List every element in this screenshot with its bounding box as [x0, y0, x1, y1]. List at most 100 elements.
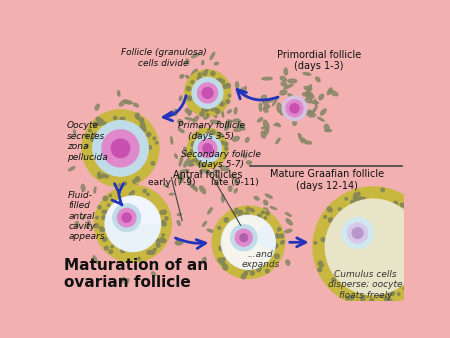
Circle shape [220, 261, 225, 265]
Circle shape [349, 295, 354, 300]
Ellipse shape [241, 124, 245, 130]
Ellipse shape [74, 130, 76, 135]
Circle shape [99, 227, 103, 230]
Circle shape [238, 215, 241, 217]
Circle shape [244, 271, 248, 275]
Circle shape [278, 227, 281, 231]
Wedge shape [223, 217, 272, 268]
Circle shape [220, 102, 223, 105]
Circle shape [202, 88, 213, 98]
Ellipse shape [306, 141, 311, 144]
Circle shape [207, 131, 211, 136]
Circle shape [138, 257, 140, 260]
Ellipse shape [335, 230, 339, 234]
Ellipse shape [82, 215, 86, 219]
Ellipse shape [86, 221, 90, 228]
Circle shape [122, 213, 131, 222]
Circle shape [218, 226, 220, 229]
Circle shape [156, 243, 160, 247]
Ellipse shape [304, 87, 312, 90]
Circle shape [320, 264, 323, 267]
Circle shape [318, 261, 323, 266]
Ellipse shape [81, 185, 85, 191]
Circle shape [105, 211, 108, 214]
Circle shape [290, 104, 299, 113]
Circle shape [219, 246, 223, 250]
Circle shape [158, 240, 160, 243]
Circle shape [282, 96, 307, 121]
Circle shape [217, 134, 219, 136]
Text: Mature Graafian follicle
(days 12-14): Mature Graafian follicle (days 12-14) [270, 169, 384, 191]
Circle shape [200, 112, 204, 116]
Circle shape [198, 73, 202, 76]
Ellipse shape [264, 200, 268, 205]
Ellipse shape [199, 125, 202, 130]
Ellipse shape [263, 101, 269, 107]
Ellipse shape [221, 111, 224, 117]
Ellipse shape [239, 88, 243, 93]
Circle shape [89, 129, 91, 132]
Ellipse shape [244, 86, 246, 94]
Text: Oocyte
secretes
zona
pellucida: Oocyte secretes zona pellucida [67, 121, 108, 162]
Ellipse shape [185, 108, 189, 112]
Ellipse shape [134, 103, 139, 107]
Ellipse shape [293, 120, 297, 125]
Circle shape [226, 83, 230, 88]
Circle shape [423, 262, 426, 265]
Ellipse shape [192, 53, 199, 58]
Ellipse shape [308, 111, 314, 114]
Ellipse shape [286, 219, 292, 225]
Circle shape [194, 135, 221, 162]
Ellipse shape [75, 221, 79, 227]
Circle shape [192, 160, 194, 162]
Ellipse shape [179, 96, 182, 100]
Ellipse shape [184, 147, 191, 153]
Ellipse shape [169, 193, 174, 195]
Circle shape [160, 238, 164, 242]
Circle shape [222, 258, 225, 261]
Circle shape [205, 70, 208, 72]
Circle shape [381, 188, 384, 192]
Circle shape [165, 217, 168, 220]
Ellipse shape [396, 229, 398, 234]
Circle shape [108, 204, 110, 207]
Circle shape [162, 239, 166, 243]
Circle shape [211, 107, 215, 111]
Circle shape [328, 218, 333, 222]
Circle shape [400, 203, 404, 207]
Circle shape [103, 237, 107, 241]
Circle shape [282, 241, 284, 243]
Circle shape [109, 250, 112, 254]
Circle shape [224, 142, 228, 146]
Ellipse shape [286, 260, 290, 265]
Circle shape [252, 209, 254, 212]
Circle shape [103, 196, 108, 201]
Ellipse shape [178, 120, 183, 124]
Circle shape [102, 174, 105, 177]
Circle shape [393, 201, 398, 205]
Circle shape [415, 277, 419, 281]
Ellipse shape [225, 125, 229, 130]
Ellipse shape [135, 185, 138, 190]
Circle shape [345, 198, 347, 200]
Ellipse shape [177, 174, 183, 178]
Circle shape [94, 224, 99, 228]
Circle shape [224, 218, 229, 222]
Ellipse shape [277, 103, 281, 112]
Circle shape [211, 71, 215, 76]
Circle shape [245, 212, 249, 216]
Circle shape [387, 292, 391, 295]
Circle shape [321, 238, 325, 241]
Circle shape [196, 133, 200, 137]
Ellipse shape [189, 158, 196, 166]
Circle shape [223, 84, 227, 89]
Circle shape [190, 149, 194, 152]
Circle shape [96, 117, 100, 121]
Circle shape [111, 245, 113, 248]
Ellipse shape [337, 239, 341, 242]
Ellipse shape [107, 177, 112, 180]
Ellipse shape [388, 219, 390, 222]
Circle shape [357, 192, 360, 195]
Ellipse shape [307, 85, 311, 94]
Ellipse shape [164, 184, 169, 188]
